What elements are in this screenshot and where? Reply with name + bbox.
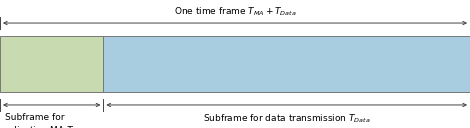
Text: One time frame $T_{MA} + T_{Data}$: One time frame $T_{MA} + T_{Data}$ (174, 5, 296, 18)
Text: Subframe for
adjusting MA $T_{MA}$: Subframe for adjusting MA $T_{MA}$ (5, 113, 83, 128)
Bar (103, 36, 470, 92)
Bar (0, 36, 103, 92)
Text: Subframe for data transmission $T_{Data}$: Subframe for data transmission $T_{Data}… (203, 113, 370, 125)
